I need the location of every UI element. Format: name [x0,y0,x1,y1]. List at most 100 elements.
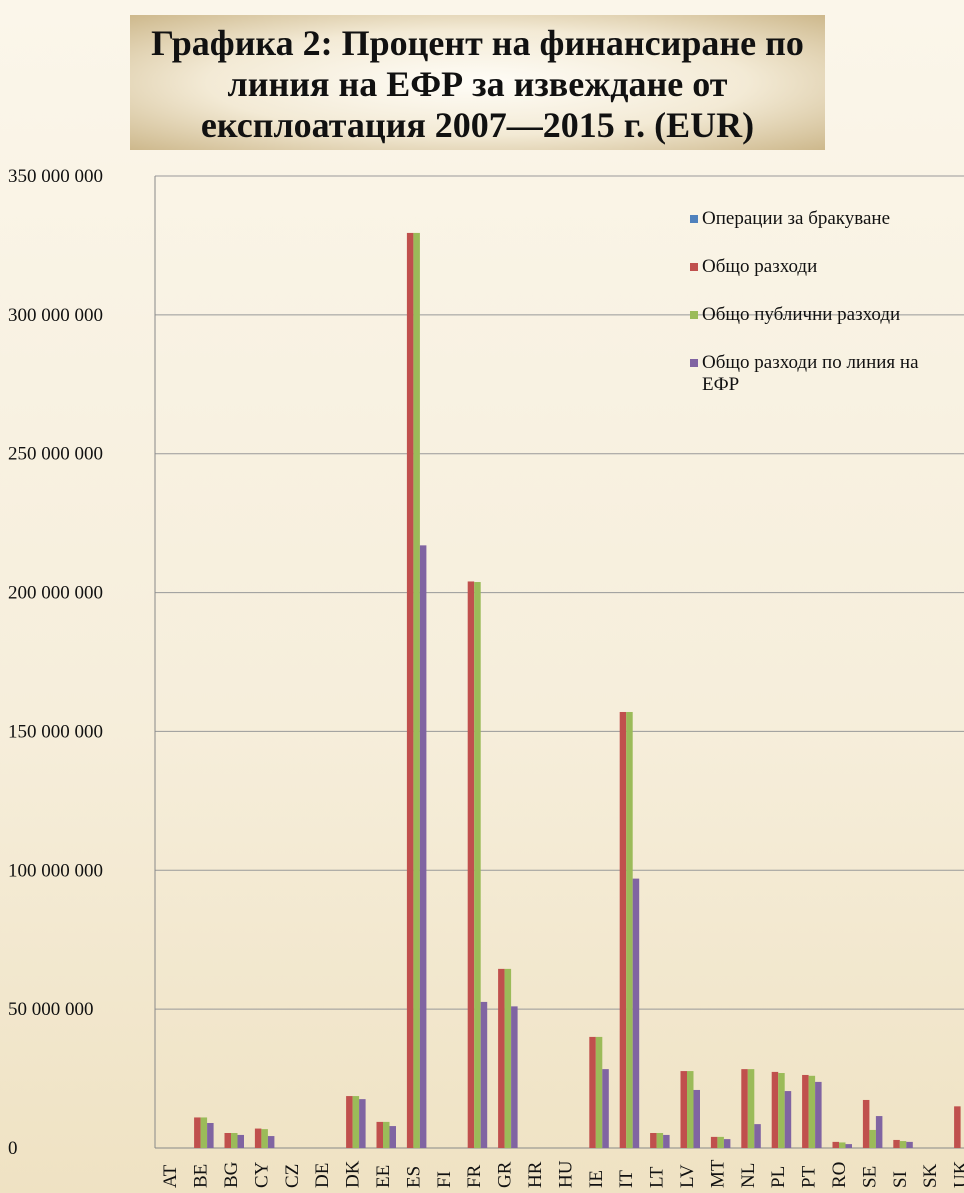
bar [480,1001,488,1148]
bar [650,1133,657,1148]
bar [595,1036,603,1148]
bar [747,1069,755,1148]
legend: Операции за бракуване Общо разходи Общо пу… [690,208,964,400]
legend-item: Общо разходи [690,256,964,304]
bar [626,711,633,1148]
bar [808,1075,816,1148]
bar [619,711,627,1148]
bar [389,1126,396,1148]
bar [346,1096,353,1148]
x-tick-label: SI [890,1171,911,1188]
bar [504,968,512,1148]
x-tick-label: FI [434,1171,455,1188]
bar [352,1096,360,1148]
legend-swatch [690,215,698,223]
bar [406,232,414,1149]
x-tick-label: EE [373,1165,394,1188]
y-tick-label: 0 [8,1138,18,1159]
bar [845,1144,852,1148]
bar [663,1134,670,1148]
x-tick-label: SE [859,1166,880,1188]
x-tick-label: FR [464,1164,485,1188]
x-tick-label: UK [951,1160,964,1188]
bar [954,1106,961,1148]
bar [771,1071,779,1148]
y-tick-label: 300 000 000 [8,305,103,326]
x-tick-label: LT [647,1166,668,1188]
legend-swatch [690,263,698,271]
bar [602,1069,609,1148]
x-tick-label: BG [221,1161,242,1188]
legend-label: Общо разходи по линия на ЕФР [702,352,919,395]
bar [467,581,475,1148]
x-tick-label: NL [738,1163,759,1188]
bar [231,1133,238,1148]
x-tick-label: BE [191,1164,212,1188]
bar [778,1073,785,1148]
y-tick-label: 250 000 000 [8,444,103,465]
x-tick-label: ES [403,1166,424,1188]
bar [419,545,427,1148]
bar [687,1071,694,1148]
x-tick-label: GR [495,1161,516,1188]
bar [893,1139,900,1148]
bar [802,1074,809,1148]
bar [680,1071,687,1148]
bar [839,1142,846,1148]
x-tick-label: IE [586,1170,607,1188]
x-tick-label: DK [343,1160,364,1188]
bar [224,1133,231,1148]
bar [267,1136,275,1148]
bar [815,1081,822,1148]
bar [784,1091,792,1148]
legend-label: Общо публични разходи [702,304,901,325]
x-tick-label: PT [799,1165,820,1188]
bar [200,1117,208,1148]
bar [261,1129,268,1148]
bar [498,968,505,1148]
legend-swatch [690,311,698,319]
x-tick-label: PL [768,1166,789,1188]
x-tick-label: RO [829,1162,850,1188]
bar [237,1134,244,1148]
y-tick-label: 150 000 000 [8,721,103,742]
bar [254,1128,262,1148]
bar [754,1124,761,1148]
legend-item: Общо разходи по линия на ЕФР [690,352,964,400]
x-tick-label: CY [251,1161,272,1188]
bar [717,1136,724,1148]
bar [376,1121,383,1148]
legend-item: Операции за бракуване [690,208,964,256]
bar [589,1036,596,1148]
bar [875,1116,883,1148]
bar [656,1133,664,1148]
bar [194,1117,201,1148]
x-tick-label: HR [525,1161,546,1188]
x-tick-label: HU [555,1160,576,1188]
bar [632,878,640,1148]
bar [899,1141,907,1148]
y-tick-label: 200 000 000 [8,583,103,604]
bar [710,1136,718,1148]
legend-label: Операции за бракуване [702,208,891,229]
chart-title: Графика 2: Процент на финансиране по лин… [130,15,825,150]
legend-swatch [690,359,698,367]
bar [359,1099,366,1148]
x-tick-label: LV [677,1164,698,1188]
x-tick-label: MT [707,1159,728,1188]
bar [869,1129,876,1148]
bar [511,1006,518,1148]
bar [832,1141,839,1148]
x-tick-label: DE [312,1163,333,1188]
bar [723,1139,731,1148]
legend-item: Общо публични разходи [690,304,964,352]
x-tick-label: IT [616,1170,637,1188]
x-tick-label: CZ [282,1164,303,1188]
bar [741,1069,748,1148]
bar [693,1089,700,1148]
bar [207,1123,214,1148]
bar [383,1121,390,1148]
x-tick-label: SK [920,1163,941,1188]
